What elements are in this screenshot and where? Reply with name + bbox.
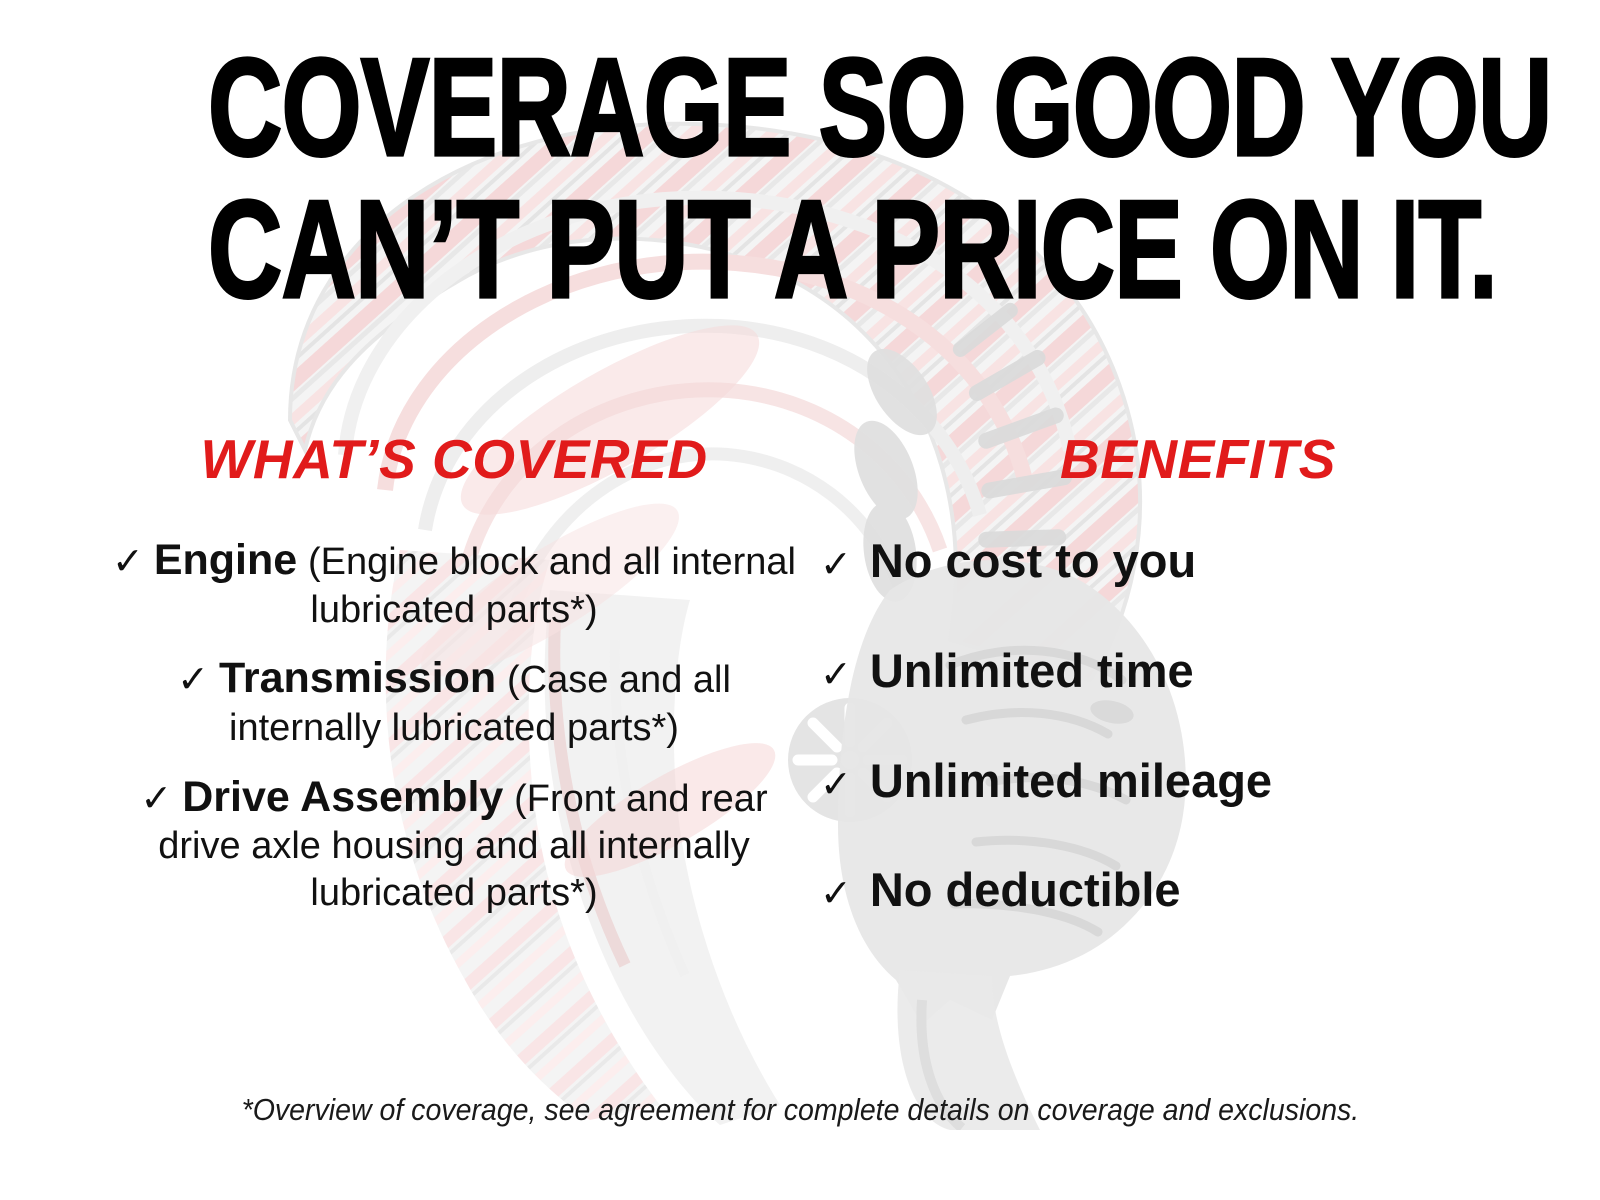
benefit-list-item: ✓ Unlimited time [820,645,1560,697]
covered-item-term: Drive Assembly [182,772,504,821]
check-icon: ✓ [820,763,852,806]
disclaimer-text: *Overview of coverage, see agreement for… [241,1092,1359,1127]
covered-item-detail: (Engine block and all internal lubricate… [308,541,796,631]
covered-list-item: ✓ Drive Assembly (Front and rear drive ax… [108,772,800,917]
benefit-list-item: ✓ Unlimited mileage [820,753,1560,807]
benefit-label: No deductible [869,863,1181,917]
headline-line-2: CAN’T PUT A PRICE ON IT. [207,171,1499,327]
footer: *Overview of coverage, see agreement for… [0,1092,1600,1128]
check-icon: ✓ [140,777,173,820]
covered-list-item: ✓ Engine (Engine block and all internal l… [108,535,800,633]
check-icon: ✓ [820,544,852,586]
whats-covered-column: WHAT’S COVERED ✓ Engine (Engine block and… [0,432,810,937]
check-icon: ✓ [820,873,852,916]
check-icon: ✓ [177,659,209,702]
headline: COVERAGE SO GOOD YOU CAN’T PUT A PRICE O… [0,30,1600,327]
covered-list-item: ✓ Transmission (Case and all internally l… [108,653,800,751]
benefits-column: BENEFITS ✓ No cost to you ✓ Unlimited ti… [810,432,1600,916]
benefit-label: Unlimited mileage [869,753,1273,807]
whats-covered-heading: WHAT’S COVERED [200,428,708,490]
benefits-heading: BENEFITS [1060,428,1336,490]
benefit-label: No cost to you [869,534,1197,587]
benefit-list-item: ✓ No cost to you [820,535,1560,587]
check-icon: ✓ [111,541,144,583]
headline-line-1: COVERAGE SO GOOD YOU [207,30,1554,185]
benefit-list-item: ✓ No deductible [820,864,1560,916]
covered-item-term: Transmission [218,654,497,703]
covered-item-term: Engine [153,536,298,584]
content-columns: WHAT’S COVERED ✓ Engine (Engine block and… [0,432,1600,937]
check-icon: ✓ [820,653,852,696]
benefit-label: Unlimited time [869,643,1194,697]
